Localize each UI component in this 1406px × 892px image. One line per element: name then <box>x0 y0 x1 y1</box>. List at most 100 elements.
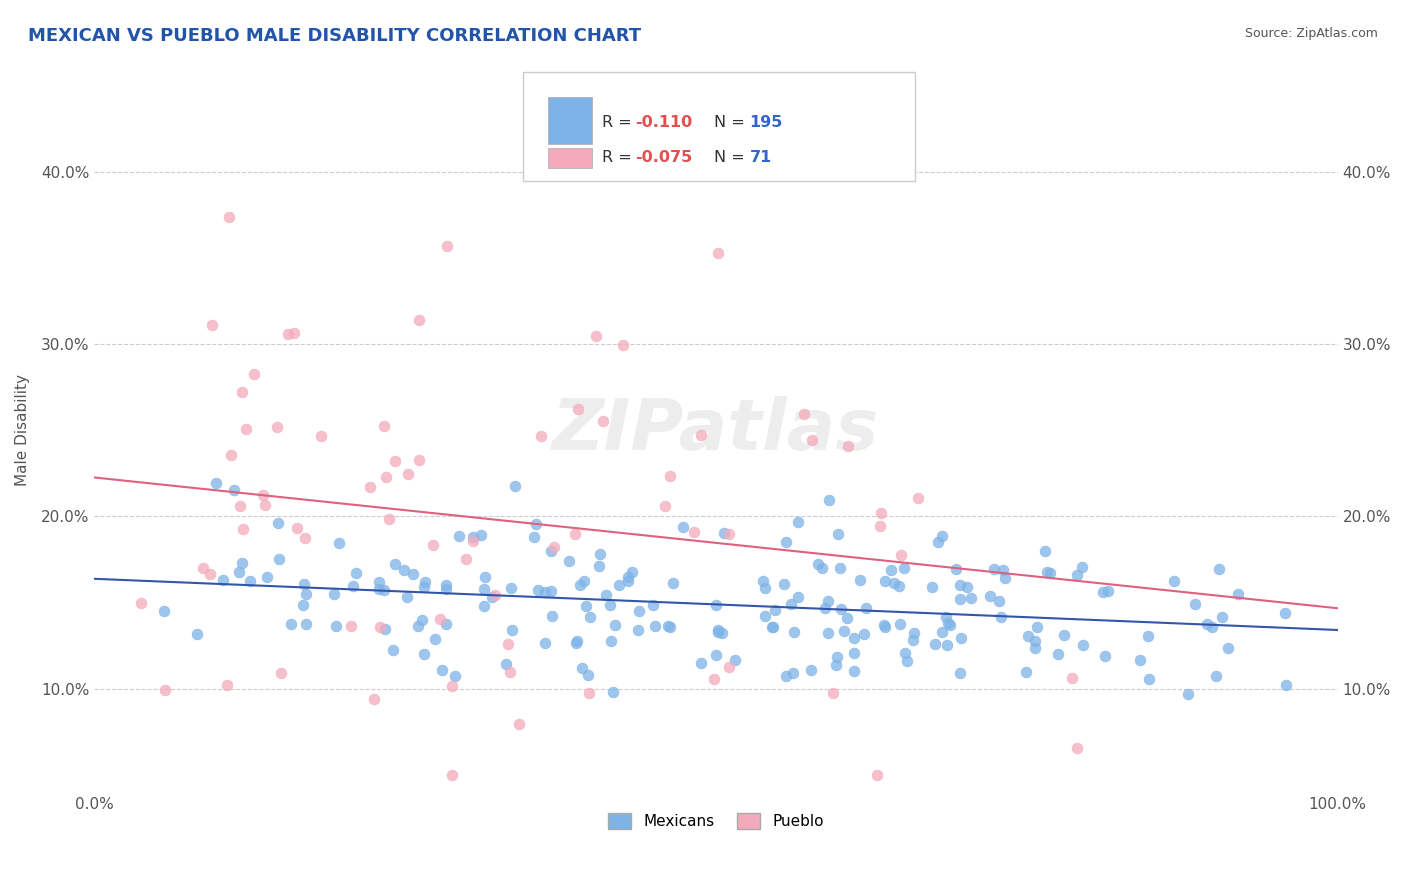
Point <box>368 574 391 589</box>
Point <box>1039 566 1062 581</box>
Point <box>292 598 315 612</box>
Point <box>775 669 797 683</box>
Point <box>713 526 735 541</box>
Point <box>786 515 808 529</box>
Point <box>762 619 785 633</box>
Point <box>956 581 979 595</box>
Point <box>186 627 208 641</box>
Point <box>266 420 288 434</box>
Point <box>1066 567 1088 582</box>
Point <box>429 612 451 626</box>
Point <box>672 520 695 534</box>
Point <box>844 646 866 660</box>
Point <box>309 428 332 442</box>
Point <box>907 491 929 505</box>
Point <box>600 633 623 648</box>
Point <box>508 717 530 731</box>
Point <box>1163 574 1185 589</box>
Point <box>198 567 221 582</box>
Point <box>603 618 626 632</box>
Text: -0.075: -0.075 <box>636 150 693 165</box>
Point <box>340 619 363 633</box>
Text: Source: ZipAtlas.com: Source: ZipAtlas.com <box>1244 27 1378 40</box>
Point <box>782 665 804 680</box>
Point <box>1274 606 1296 620</box>
Point <box>1218 641 1240 656</box>
Point <box>463 530 485 544</box>
FancyBboxPatch shape <box>523 72 915 181</box>
Point <box>270 665 292 680</box>
Point <box>588 558 610 573</box>
Point <box>887 578 910 592</box>
Point <box>837 439 859 453</box>
Point <box>1137 672 1160 686</box>
Point <box>775 534 797 549</box>
Point <box>484 589 506 603</box>
Point <box>1205 669 1227 683</box>
Point <box>595 588 617 602</box>
Point <box>205 475 228 490</box>
Point <box>434 578 457 592</box>
Point <box>707 246 730 260</box>
Point <box>783 625 806 640</box>
Text: R =: R = <box>602 150 637 165</box>
Point <box>616 574 638 588</box>
Point <box>704 648 727 662</box>
Point <box>392 563 415 577</box>
Point <box>252 488 274 502</box>
Point <box>422 538 444 552</box>
Point <box>218 210 240 224</box>
Point <box>772 577 794 591</box>
Point <box>945 562 967 576</box>
Point <box>129 596 152 610</box>
Point <box>835 611 858 625</box>
Point <box>852 626 875 640</box>
Point <box>373 419 395 434</box>
Point <box>661 576 683 591</box>
FancyBboxPatch shape <box>548 148 592 169</box>
Point <box>498 637 520 651</box>
Point <box>153 604 176 618</box>
Point <box>501 624 523 638</box>
Point <box>283 326 305 340</box>
Point <box>894 646 917 660</box>
Point <box>472 582 495 596</box>
Point <box>612 338 634 352</box>
Point <box>938 617 960 632</box>
Point <box>754 581 776 595</box>
Point <box>503 478 526 492</box>
Point <box>406 619 429 633</box>
Point <box>413 647 436 661</box>
Point <box>277 326 299 341</box>
Point <box>880 563 903 577</box>
Point <box>960 591 983 606</box>
Point <box>1129 653 1152 667</box>
Point <box>724 653 747 667</box>
Point <box>869 519 891 533</box>
Y-axis label: Male Disability: Male Disability <box>15 375 30 486</box>
Point <box>1136 629 1159 643</box>
Point <box>889 617 911 632</box>
Point <box>541 609 564 624</box>
Point <box>285 521 308 535</box>
Point <box>800 663 823 677</box>
Point <box>384 454 406 468</box>
Point <box>761 620 783 634</box>
Point <box>903 633 925 648</box>
Point <box>540 543 562 558</box>
Point <box>474 570 496 584</box>
Point <box>396 467 419 482</box>
Text: N =: N = <box>714 150 749 165</box>
Text: 195: 195 <box>749 115 783 130</box>
Point <box>654 499 676 513</box>
Point <box>243 368 266 382</box>
Point <box>626 624 648 638</box>
Point <box>523 530 546 544</box>
Point <box>990 610 1012 624</box>
Point <box>718 660 741 674</box>
Point <box>253 498 276 512</box>
Point <box>267 516 290 530</box>
Point <box>370 620 392 634</box>
Text: ZIPatlas: ZIPatlas <box>553 396 880 465</box>
Point <box>1033 543 1056 558</box>
